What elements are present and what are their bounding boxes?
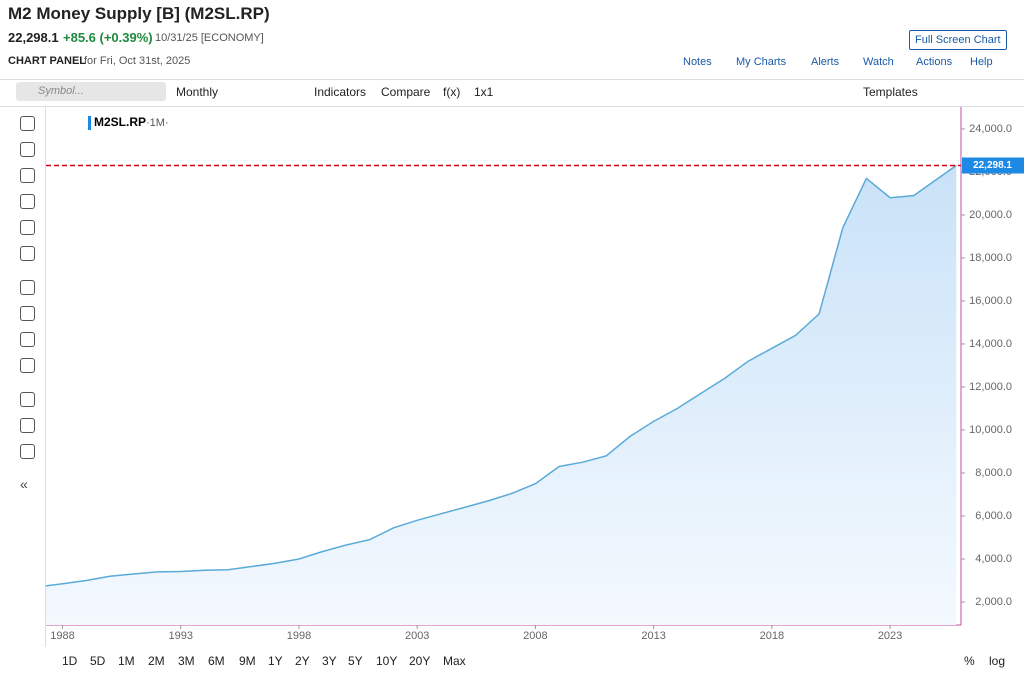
y-tick-label: 24,000.0 <box>969 123 1012 135</box>
timeframe-button[interactable]: 6M <box>208 654 225 668</box>
timeframe-button[interactable]: 1Y <box>268 654 283 668</box>
y-tick-label: 8,000.0 <box>975 467 1012 479</box>
y-tick-label: 6,000.0 <box>975 510 1012 522</box>
toolbar-item[interactable]: f(x) <box>443 85 461 99</box>
x-tick-label: 2013 <box>641 630 665 642</box>
area-fill <box>46 165 957 625</box>
tool-icon[interactable] <box>20 306 35 321</box>
price-change: +85.6 (+0.39%) <box>63 30 153 45</box>
area-line <box>45 164 957 587</box>
bottom-option[interactable]: log <box>989 654 1006 668</box>
price-date: 10/31/25 [ECONOMY] <box>155 32 264 44</box>
x-tick-label: 2018 <box>760 630 784 642</box>
symbol-search[interactable]: Symbol... <box>16 82 166 101</box>
last-value-badge <box>962 157 1024 174</box>
templates-button[interactable]: Templates <box>863 85 918 99</box>
tool-icon[interactable] <box>20 280 35 295</box>
tool-icon[interactable] <box>20 418 35 433</box>
x-tick-label: 2008 <box>523 630 547 642</box>
legend-period: ·1M· <box>146 117 169 129</box>
panel-date: for Fri, Oct 31st, 2025 <box>84 55 191 67</box>
timeframe-button[interactable]: 20Y <box>409 654 431 668</box>
y-tick-label: 18,000.0 <box>969 252 1012 264</box>
legend-swatch <box>88 116 91 130</box>
tool-icon[interactable] <box>20 246 35 261</box>
header-link[interactable]: Alerts <box>811 56 840 68</box>
timeframe-button[interactable]: 5D <box>90 654 106 668</box>
watermark: barchart <box>50 596 139 621</box>
timeframe-button[interactable]: Max <box>443 654 466 668</box>
toolbar-item[interactable]: Indicators <box>314 85 367 99</box>
last-price: 22,298.1 <box>8 30 59 45</box>
tool-icon[interactable] <box>20 332 35 347</box>
timeframe-button[interactable]: 2Y <box>295 654 310 668</box>
tool-icon[interactable] <box>20 142 35 157</box>
collapse-icon[interactable]: « <box>20 476 28 492</box>
timeframe-button[interactable]: 10Y <box>376 654 398 668</box>
timeframe-button[interactable]: 3M <box>178 654 195 668</box>
y-tick-label: 12,000.0 <box>969 381 1012 393</box>
header-link[interactable]: My Charts <box>736 56 787 68</box>
bottom-option[interactable]: % <box>964 654 975 668</box>
legend-name: M2SL.RP <box>94 115 146 129</box>
timeframe-button[interactable]: 2M <box>148 654 165 668</box>
page-title: M2 Money Supply [B] (M2SL.RP) <box>8 4 270 23</box>
y-tick-label: 10,000.0 <box>969 424 1012 436</box>
panel-label: CHART PANEL <box>8 55 87 67</box>
fullscreen-button[interactable]: Full Screen Chart <box>909 30 1007 50</box>
timeframe-button[interactable]: 1M <box>118 654 135 668</box>
header-link[interactable]: Help <box>970 56 993 68</box>
tool-icon[interactable] <box>20 220 35 235</box>
y-tick-label: 14,000.0 <box>969 338 1012 350</box>
x-tick-label: 2023 <box>878 630 902 642</box>
toolbar <box>0 79 1024 107</box>
x-tick-label: 1993 <box>169 630 193 642</box>
x-tick-label: 1998 <box>287 630 311 642</box>
period-select[interactable]: Monthly <box>176 85 219 99</box>
header-link[interactable]: Actions <box>916 56 953 68</box>
timeframe-button[interactable]: 5Y <box>348 654 363 668</box>
tool-icon[interactable] <box>20 444 35 459</box>
y-tick-label: 22,000.0 <box>969 166 1012 178</box>
timeframe-button[interactable]: 3Y <box>322 654 337 668</box>
tool-icon[interactable] <box>20 194 35 209</box>
y-tick-label: 16,000.0 <box>969 295 1012 307</box>
toolbar-item[interactable]: Compare <box>381 85 431 99</box>
header-link[interactable]: Notes <box>683 56 712 68</box>
y-tick-label: 2,000.0 <box>975 596 1012 608</box>
header-link[interactable]: Watch <box>863 56 894 68</box>
tool-icon[interactable] <box>20 168 35 183</box>
sidebar-border <box>45 107 46 647</box>
timeframe-button[interactable]: 1D <box>62 654 78 668</box>
tool-icon[interactable] <box>20 358 35 373</box>
last-value-label: 22,298.1 <box>973 160 1012 171</box>
timeframe-button[interactable]: 9M <box>239 654 256 668</box>
toolbar-item[interactable]: 1x1 <box>474 85 494 99</box>
tool-icon[interactable] <box>20 116 35 131</box>
x-tick-label: 2003 <box>405 630 429 642</box>
x-tick-label: 1988 <box>50 630 74 642</box>
y-tick-label: 20,000.0 <box>969 209 1012 221</box>
y-tick-label: 4,000.0 <box>975 553 1012 565</box>
tool-icon[interactable] <box>20 392 35 407</box>
